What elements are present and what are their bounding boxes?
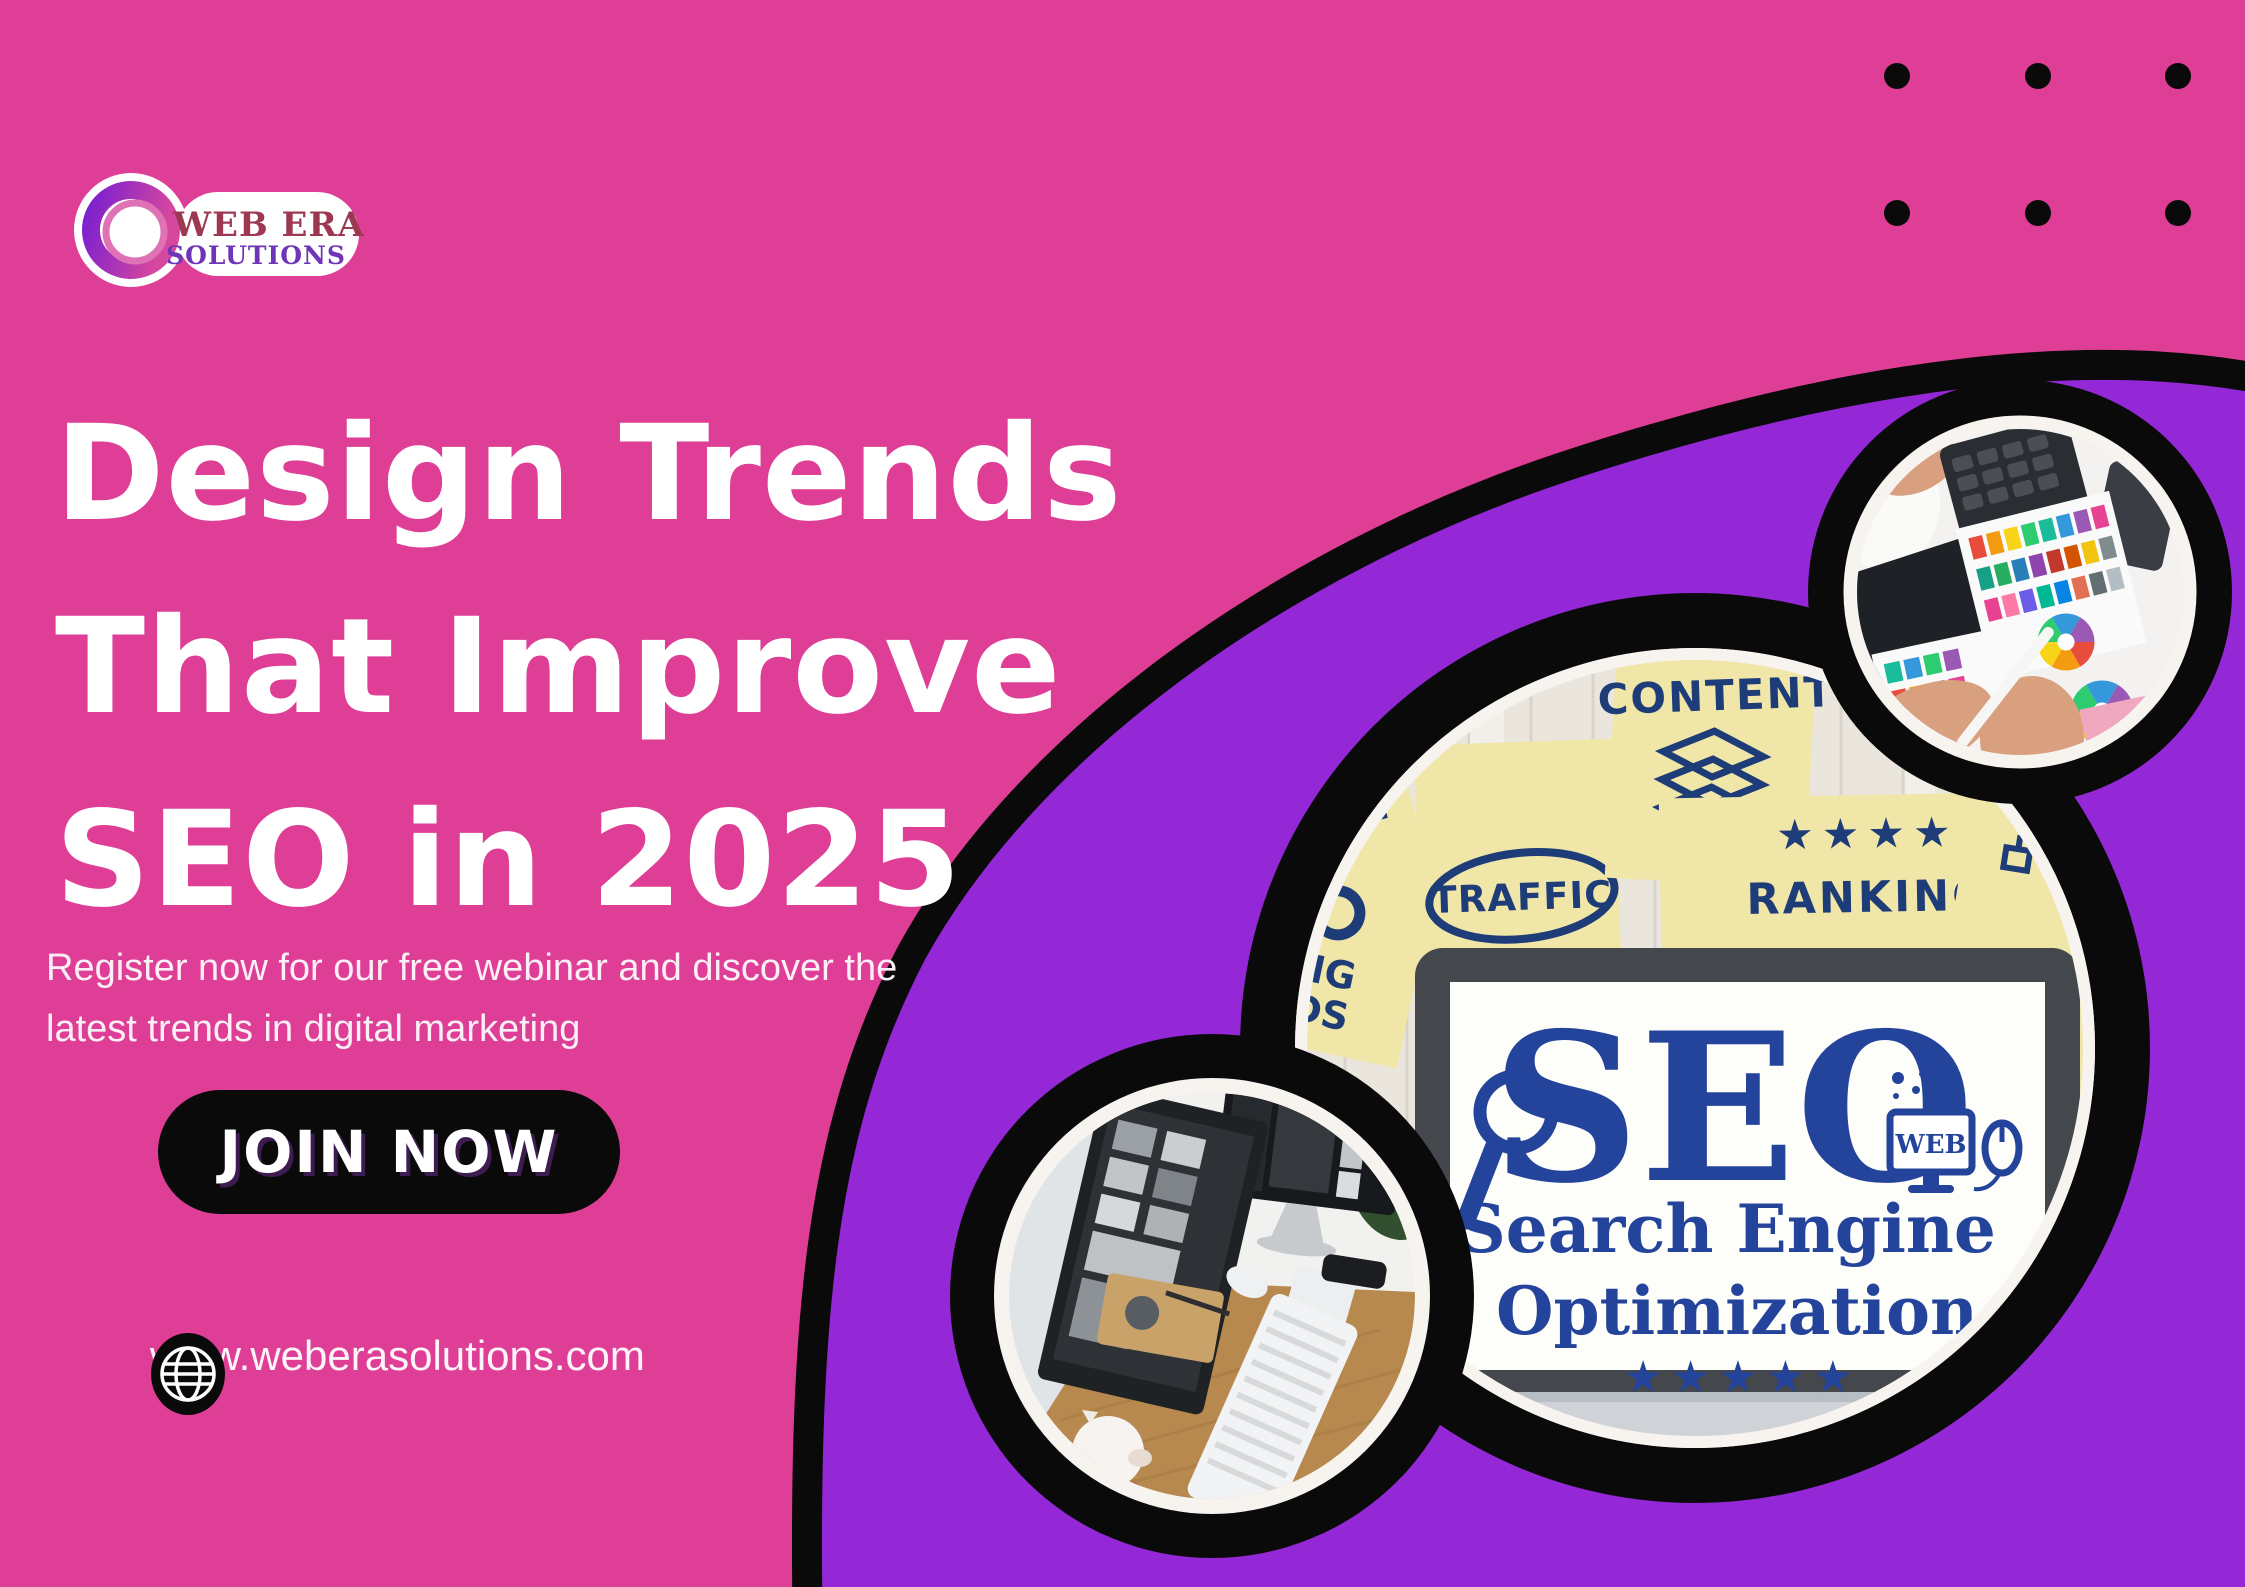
- sticky-note-partial-keywords: ING RDS: [1306, 835, 1439, 1069]
- sticky-note-traffic: TRAFFIC: [1413, 738, 1623, 1008]
- pen: [1956, 626, 2054, 748]
- note-label-ranking: RANKING: [1746, 871, 1991, 925]
- join-now-button[interactable]: JOIN NOW: [158, 1090, 620, 1214]
- desk-keyboard: [1187, 1294, 1358, 1499]
- seo-screen-graphic: SEO WEB: [1456, 989, 2023, 1403]
- screen-line1: Search Engine: [1458, 1190, 1996, 1268]
- mouse-icon: [1973, 1119, 2023, 1192]
- dots-doodle: [1892, 1071, 1925, 1099]
- screen-line2: Optimization: [1496, 1272, 1978, 1350]
- page-title: Design Trends That Improve SEO in 2025: [55, 378, 1123, 957]
- logo-tagline: SOLUTIONS: [166, 241, 346, 270]
- logo-name: WEB ERA: [172, 205, 364, 245]
- subtitle-line-2: latest trends in digital marketing: [46, 1008, 581, 1050]
- note-label-content: CONTENT: [1597, 667, 1835, 724]
- swatch-card-main: [1955, 490, 2147, 681]
- magnifier-icon: [1473, 1069, 1559, 1155]
- title-line-1: Design Trends: [55, 397, 1123, 551]
- globe-icon: [151, 1333, 225, 1415]
- title-line-3: SEO in 2025: [55, 783, 962, 937]
- desk-phone: [1321, 1254, 1387, 1289]
- web-era-logo: WEB ERA SOLUTIONS: [64, 144, 364, 294]
- screen-web-label: WEB: [1895, 1130, 1967, 1160]
- note-label-traffic: TRAFFIC: [1431, 873, 1613, 922]
- swatches-photo-circle: [1808, 380, 2232, 804]
- screen-stars: ★★★★★: [1623, 1352, 1860, 1403]
- title-line-2: That Improve: [55, 590, 1062, 744]
- desk-mouse: [1226, 1265, 1268, 1299]
- web-monitor-icon: WEB: [1886, 1108, 1976, 1193]
- sticky-note-ranking: ★★★★ RANKING: [1658, 792, 1994, 957]
- dots-decoration: [1884, 63, 2191, 226]
- subtitle-text: Register now for our free webinar and di…: [46, 938, 897, 1060]
- website-row: www.weberasolutions.com: [150, 1332, 645, 1415]
- website-url: www.weberasolutions.com: [150, 1332, 645, 1379]
- subtitle-line-1: Register now for our free webinar and di…: [46, 947, 898, 989]
- note-ranking-stars: ★★★★: [1776, 807, 1959, 859]
- notebook: [1097, 1273, 1231, 1363]
- hand-right: [1980, 676, 2084, 755]
- workstation-photo-circle: [950, 1034, 1474, 1558]
- join-now-label: JOIN NOW: [219, 1118, 559, 1186]
- web-era-logo-icon: WEB ERA SOLUTIONS: [74, 173, 364, 287]
- left-panel: WEB ERA SOLUTIONS Design Trends That Imp…: [46, 144, 1123, 1415]
